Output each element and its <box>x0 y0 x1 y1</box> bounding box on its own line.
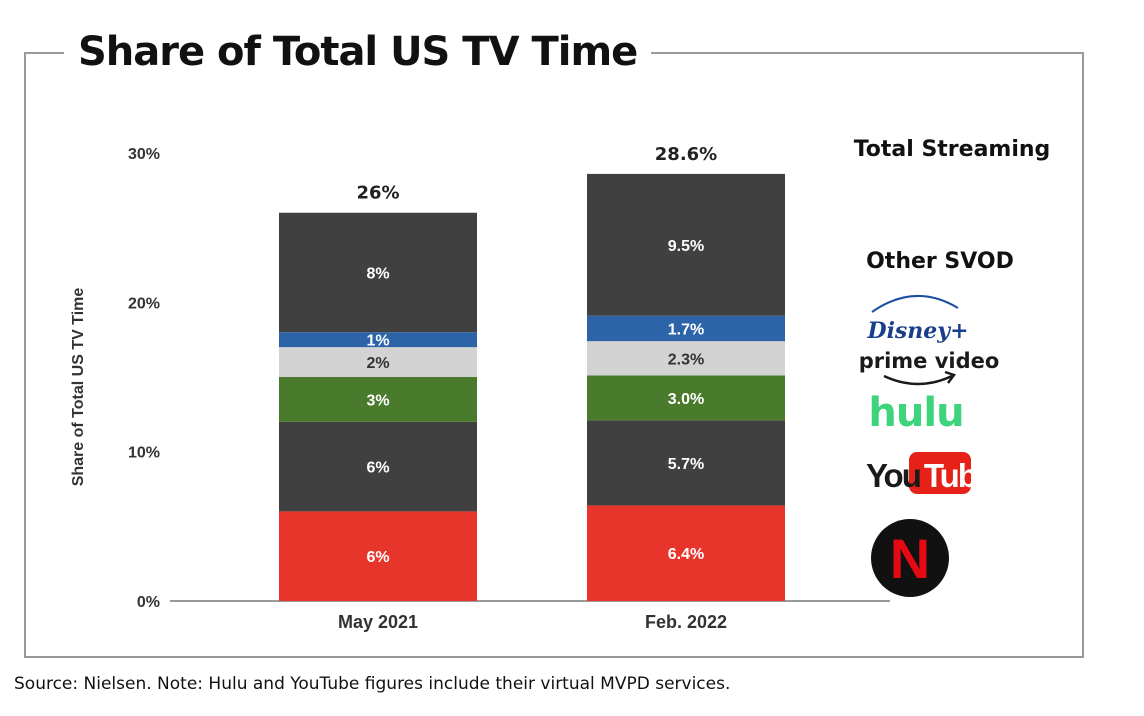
data-label-youtube: 5.7% <box>668 456 704 473</box>
legend-item-disney-plus: Disney+ <box>866 318 968 344</box>
chart-title: Share of Total US TV Time <box>64 22 652 82</box>
bar-segment-netflix <box>587 505 785 601</box>
prime-video-logo: prime video <box>859 349 1000 386</box>
data-label-hulu: 3.0% <box>668 391 704 408</box>
bar-total-label: 26% <box>356 183 399 204</box>
y-axis-title: Share of Total US TV Time <box>70 288 87 487</box>
y-tick-label: 10% <box>128 445 160 462</box>
bar-segment-prime-video <box>587 341 785 376</box>
y-tick-label: 20% <box>128 295 160 312</box>
bar-segment-other-svod <box>279 212 477 333</box>
bar-segment-hulu <box>279 377 477 422</box>
data-label-other-svod: 9.5% <box>668 238 704 255</box>
hulu-logo: hulu <box>868 390 963 436</box>
data-label-prime-video: 2% <box>366 355 389 372</box>
bar-segment-other-svod <box>587 173 785 316</box>
netflix-logo: N <box>871 519 949 597</box>
bar-segment-hulu <box>587 375 785 421</box>
bar-segment-prime-video <box>279 347 477 377</box>
bar-segment-youtube <box>587 420 785 506</box>
data-label-disney-plus: 1% <box>366 333 389 350</box>
data-label-netflix: 6% <box>366 549 389 566</box>
data-label-netflix: 6.4% <box>668 546 704 563</box>
y-tick-label: 30% <box>128 146 160 163</box>
data-label-disney-plus: 1.7% <box>668 321 704 338</box>
legend-item-prime-video: prime video <box>859 349 1000 373</box>
x-category-label: Feb. 2022 <box>645 612 727 632</box>
legend-item-youtube: You Tube <box>866 457 994 494</box>
legend-header: Total Streaming <box>854 137 1051 162</box>
data-label-other-svod: 8% <box>366 265 389 282</box>
youtube-logo: You Tube <box>866 452 996 494</box>
bar-total-label: 28.6% <box>655 144 717 165</box>
data-label-hulu: 3% <box>366 392 389 409</box>
data-label-youtube: 6% <box>366 460 389 477</box>
bar-segment-disney-plus <box>279 332 477 348</box>
y-tick-label: 0% <box>137 594 160 611</box>
legend-item-other-svod: Other SVOD <box>866 249 1014 274</box>
bar-segment-youtube <box>279 421 477 512</box>
source-note: Source: Nielsen. Note: Hulu and YouTube … <box>14 674 731 694</box>
x-category-label: May 2021 <box>338 612 418 632</box>
disney-plus-logo: Disney+ <box>866 295 969 344</box>
bar-segment-disney-plus <box>587 315 785 342</box>
data-label-prime-video: 2.3% <box>668 351 704 368</box>
bar-segment-netflix <box>279 511 477 601</box>
legend-item-netflix: N <box>890 527 930 590</box>
